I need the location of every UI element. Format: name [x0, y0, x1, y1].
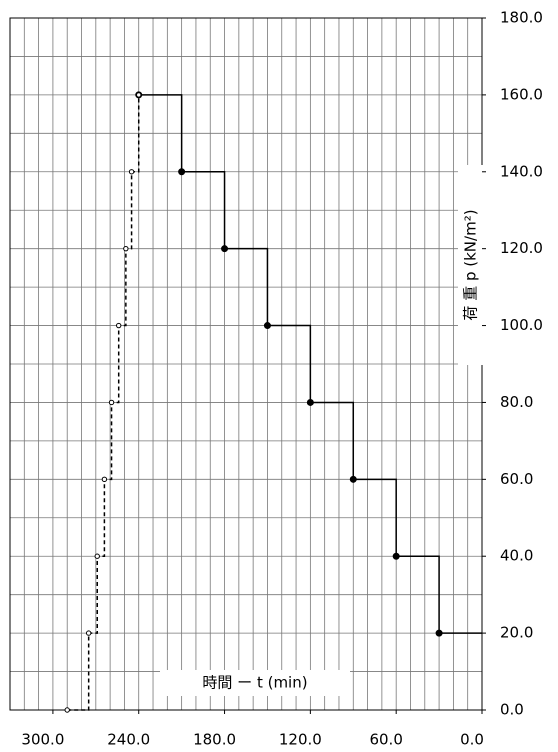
point — [64, 707, 70, 713]
point — [221, 245, 229, 253]
y-tick-label: 60.0 — [500, 470, 533, 488]
point — [101, 476, 108, 483]
y-tick-label: 120.0 — [500, 239, 543, 257]
step-line — [138, 94, 482, 634]
point — [392, 552, 400, 560]
point — [306, 398, 314, 406]
point — [178, 168, 186, 176]
x-tick-label: 300.0 — [21, 731, 64, 749]
y-tick-label: 80.0 — [500, 393, 533, 411]
y-tick-label: 20.0 — [500, 624, 533, 642]
y-tick-label: 40.0 — [500, 547, 533, 565]
x-tick-label: 240.0 — [107, 731, 150, 749]
x-tick-label: 0.0 — [460, 731, 484, 749]
y-tick-label: 0.0 — [500, 701, 524, 719]
x-tick-label: 60.0 — [369, 731, 402, 749]
x-axis-label: 時間 ー t (min) — [202, 674, 307, 692]
point — [94, 553, 100, 559]
point — [136, 92, 142, 98]
xlabel-bg — [160, 670, 350, 696]
x-tick-label: 120.0 — [279, 731, 322, 749]
ylabel-bg — [458, 165, 484, 365]
y-tick-label: 160.0 — [500, 85, 543, 103]
point — [108, 399, 115, 406]
point — [123, 245, 129, 252]
y-tick-label: 180.0 — [500, 9, 543, 27]
point — [85, 630, 92, 636]
x-tick-label: 180.0 — [193, 731, 236, 749]
point — [263, 322, 271, 330]
point — [116, 322, 122, 329]
point — [128, 169, 135, 175]
point — [435, 629, 443, 637]
y-tick-label: 140.0 — [500, 162, 543, 180]
y-axis-label: 荷 重 p (kN/m²) — [462, 209, 480, 320]
point — [349, 475, 357, 483]
y-tick-label: 100.0 — [500, 316, 543, 334]
